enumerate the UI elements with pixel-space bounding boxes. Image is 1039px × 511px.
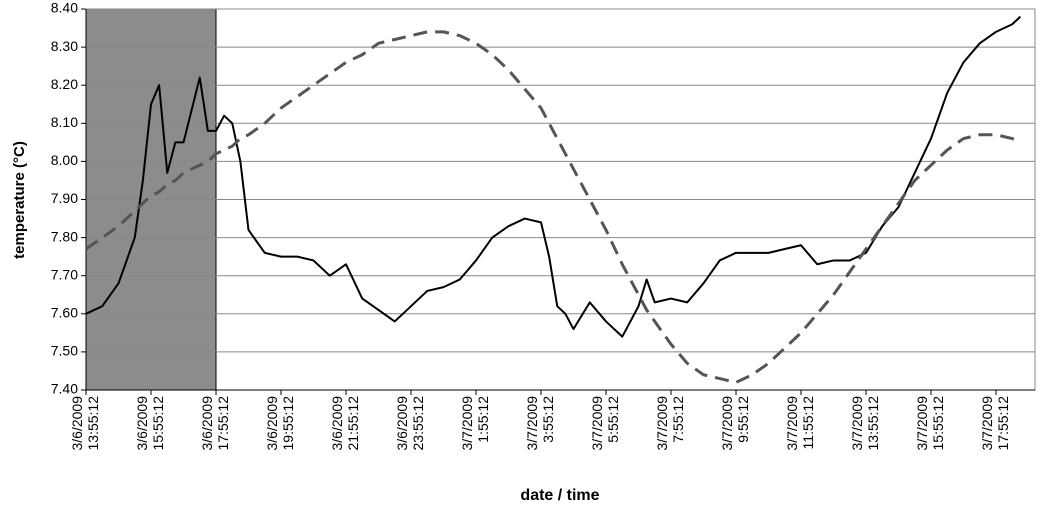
x-tick-label: 3/7/2009 5:55:12 [589,396,621,451]
x-tick-label: 3/6/2009 21:55:12 [329,396,361,451]
x-tick-label: 3/7/2009 7:55:12 [654,396,686,451]
y-tick-label: 8.40 [51,0,78,16]
y-tick-label: 7.50 [51,343,78,359]
x-axis-title: date / time [520,487,599,504]
x-tick-label: 3/7/2009 15:55:12 [914,396,946,451]
y-tick-label: 8.30 [51,38,78,54]
x-tick-label: 3/7/2009 11:55:12 [784,396,816,451]
x-tick-label: 3/7/2009 13:55:12 [849,396,881,451]
x-tick-label: 3/6/2009 13:55:12 [69,396,101,451]
y-tick-label: 7.80 [51,228,78,244]
y-tick-label: 8.20 [51,76,78,92]
series-line [85,15,1022,338]
series-line [85,30,1022,384]
y-tick-label: 8.10 [51,114,78,130]
x-tick-label: 3/6/2009 23:55:12 [394,396,426,451]
y-tick-label: 8.00 [51,152,78,168]
x-tick-label: 3/7/2009 3:55:12 [524,396,556,451]
y-tick-label: 7.40 [51,381,78,397]
y-axis-title: temperature (°C) [11,141,28,259]
x-tick-label: 3/7/2009 9:55:12 [719,396,751,451]
x-tick-label: 3/6/2009 17:55:12 [199,396,231,451]
y-tick-label: 7.60 [51,305,78,321]
x-tick-label: 3/7/2009 17:55:12 [979,396,1011,451]
y-tick-label: 7.70 [51,266,78,282]
y-tick-label: 7.90 [51,190,78,206]
x-tick-label: 3/7/2009 1:55:12 [459,396,491,451]
x-tick-label: 3/6/2009 19:55:12 [264,396,296,451]
x-tick-label: 3/6/2009 15:55:12 [134,396,166,451]
